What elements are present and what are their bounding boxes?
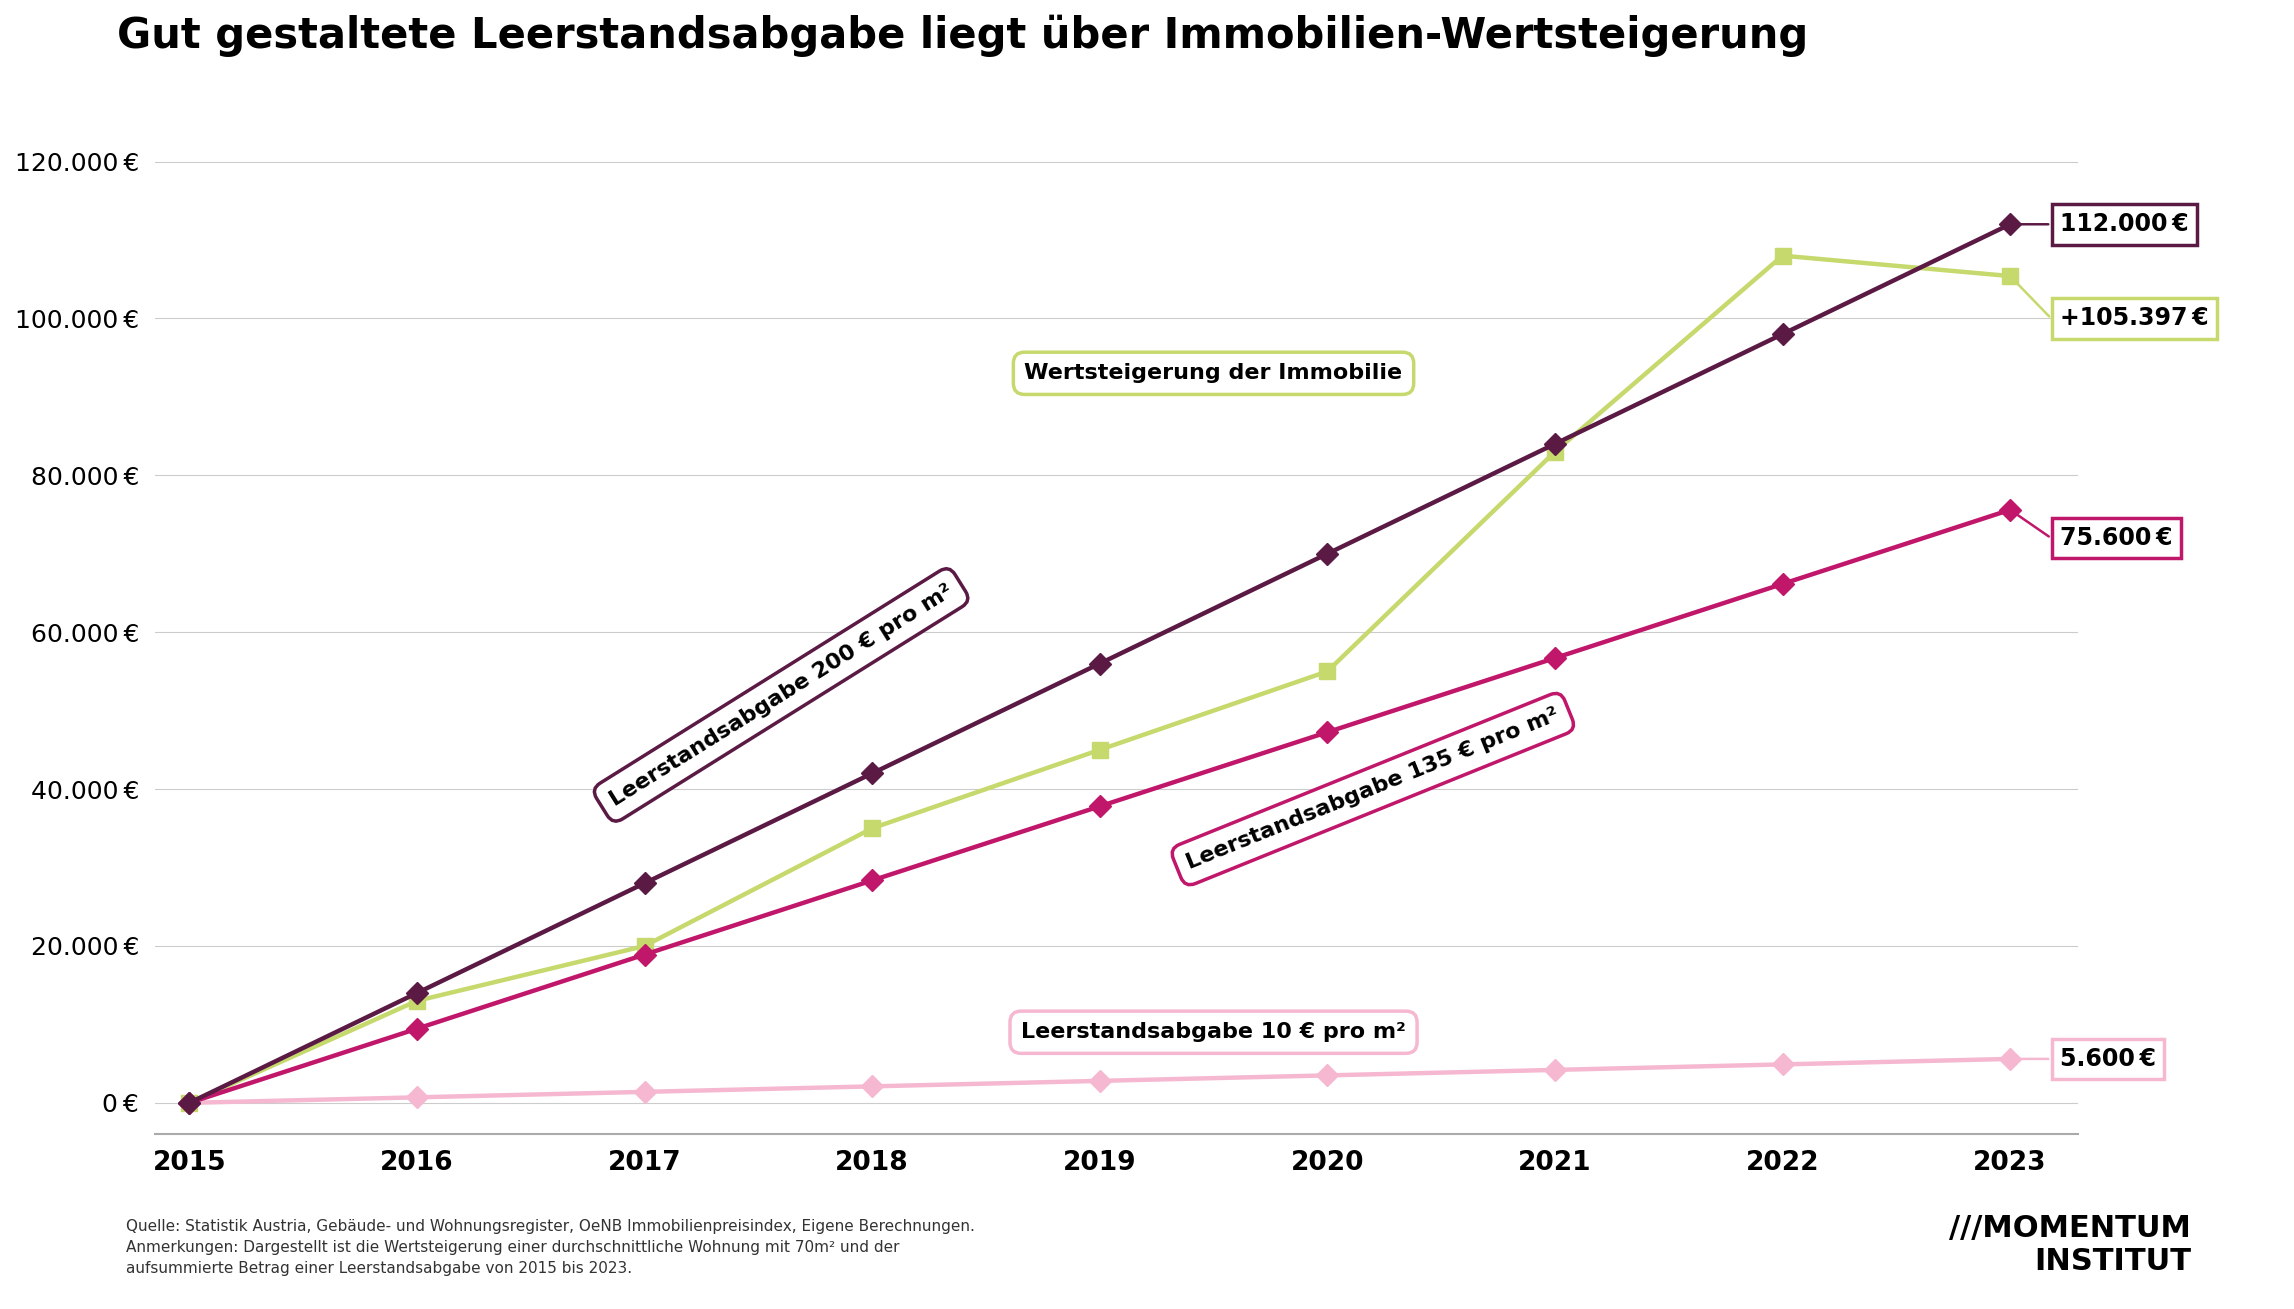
Text: Leerstandsabgabe 135 € pro m²: Leerstandsabgabe 135 € pro m² [1184, 704, 1562, 873]
Text: Leerstandsabgabe 10 € pro m²: Leerstandsabgabe 10 € pro m² [1021, 1022, 1406, 1042]
Text: Gut gestaltete Leerstandsabgabe liegt über Immobilien-Wertsteigerung: Gut gestaltete Leerstandsabgabe liegt üb… [117, 14, 1808, 58]
Text: +105.397 €: +105.397 € [2060, 306, 2209, 330]
Text: 112.000 €: 112.000 € [2060, 212, 2188, 237]
Text: Leerstandsabgabe 200 € pro m²: Leerstandsabgabe 200 € pro m² [606, 580, 957, 809]
Text: Quelle: Statistik Austria, Gebäude- und Wohnungsregister, OeNB Immobilienpreisin: Quelle: Statistik Austria, Gebäude- und … [126, 1219, 975, 1276]
Text: Wertsteigerung der Immobilie: Wertsteigerung der Immobilie [1025, 364, 1402, 384]
Text: 5.600 €: 5.600 € [2060, 1047, 2156, 1071]
Text: ///MOMENTUM
INSTITUT: ///MOMENTUM INSTITUT [1950, 1213, 2191, 1276]
Text: 75.600 €: 75.600 € [2060, 526, 2172, 550]
